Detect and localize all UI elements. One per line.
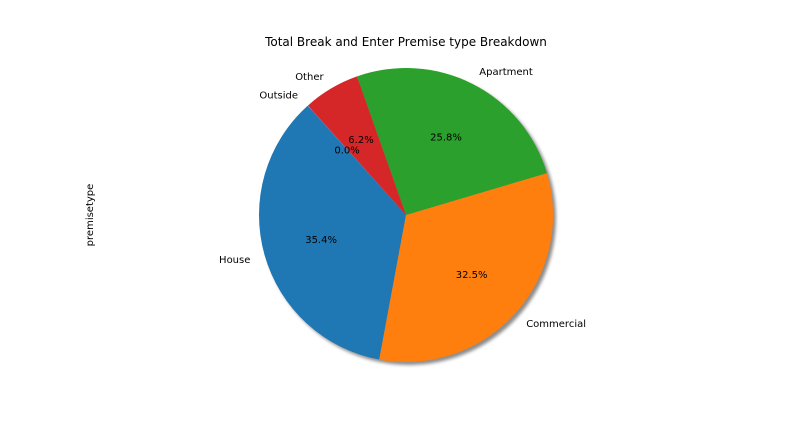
slice-percent-apartment: 25.8% [430, 132, 462, 143]
pie-slice-commercial [379, 173, 553, 362]
slice-percent-other: 6.2% [348, 135, 373, 146]
pie-labels: House 35.4% Commercial 32.5% Apartment 25.8% O… [219, 67, 586, 330]
slice-label-house: House [219, 255, 250, 266]
chart-title: Total Break and Enter Premise type Break… [264, 35, 547, 49]
slice-percent-outside: 0.0% [334, 145, 359, 156]
slice-label-outside: Outside [259, 91, 298, 102]
slice-percent-commercial: 32.5% [456, 270, 488, 281]
y-axis-label: premisetype [85, 184, 96, 247]
pie-slice-apartment [356, 67, 547, 215]
slice-percent-house: 35.4% [305, 235, 337, 246]
pie-slice-outside [307, 105, 406, 215]
pie-slice-other [307, 76, 406, 215]
slice-label-other: Other [295, 72, 324, 83]
pie-slices [259, 67, 553, 362]
pie-slice-house [259, 105, 406, 360]
slice-label-commercial: Commercial [526, 319, 586, 330]
slice-label-apartment: Apartment [479, 67, 533, 78]
